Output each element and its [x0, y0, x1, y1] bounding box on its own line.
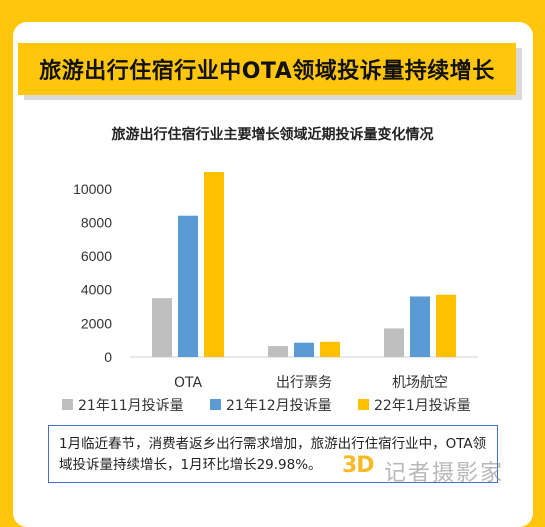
bar: [152, 298, 172, 357]
chart-title: 旅游出行住宿行业主要增长领域近期投诉量变化情况: [111, 127, 434, 143]
bar-chart: 0 2000 4000 6000 8000 10000 OTA 出行票务 机场航空 21年11月投…: [62, 172, 478, 414]
bar: [436, 294, 456, 357]
y-tick-label: 2000: [81, 315, 112, 331]
legend-label: 22年1月投诉量: [374, 398, 471, 414]
x-tick-label: 出行票务: [276, 375, 332, 391]
bar: [294, 342, 314, 357]
y-tick-label: 10000: [73, 181, 112, 197]
page-title: 旅游出行住宿行业中OTA领域投诉量持续增长: [18, 43, 516, 95]
bar: [268, 346, 288, 357]
legend-label: 21年11月投诉量: [78, 398, 184, 414]
y-tick-label: 4000: [81, 282, 112, 298]
legend-swatch: [210, 399, 221, 410]
bar: [410, 296, 430, 357]
legend-label: 21年12月投诉量: [226, 398, 332, 414]
note-box: 1月临近春节，消费者返乡出行需求增加，旅游出行住宿行业中，OTA领域投诉量持续增…: [48, 425, 498, 483]
legend-swatch: [358, 399, 369, 410]
bar: [384, 328, 404, 357]
y-tick-label: 0: [104, 349, 112, 365]
legend-swatch: [62, 399, 73, 410]
x-tick-label: 机场航空: [392, 375, 448, 391]
bar: [320, 341, 340, 357]
y-tick-label: 8000: [81, 214, 112, 230]
bar: [204, 172, 224, 357]
x-tick-label: OTA: [174, 375, 202, 391]
watermark-text: 记者摄影家: [384, 461, 505, 486]
watermark-logo: 3D: [342, 453, 375, 478]
bar: [178, 215, 198, 357]
y-tick-label: 6000: [81, 248, 112, 264]
